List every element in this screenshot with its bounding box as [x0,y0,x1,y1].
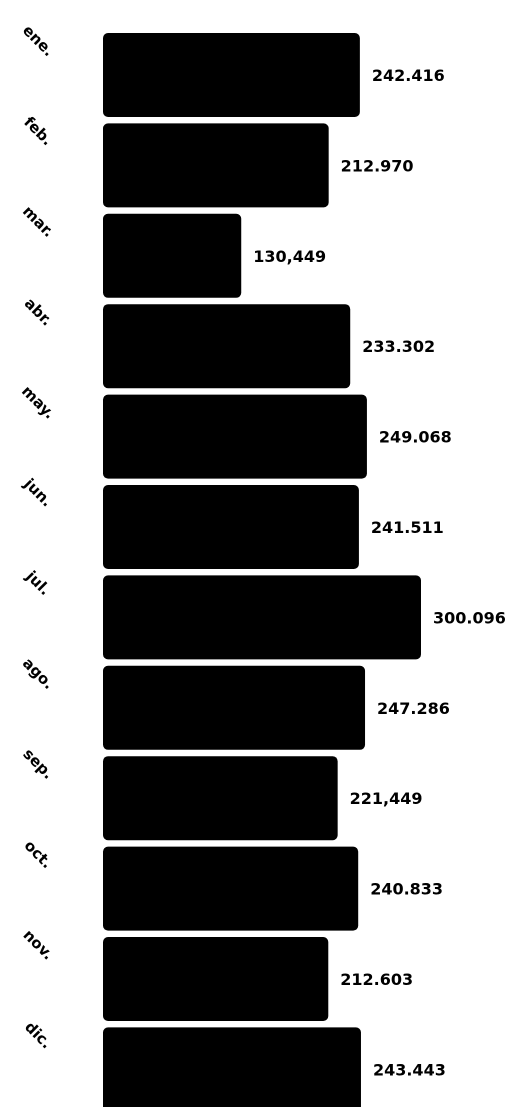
value-label-dic: 243.443 [373,1060,446,1079]
category-label-nov: nov. [20,926,58,964]
bar-mar [103,213,242,298]
category-label-mar: mar. [19,202,58,241]
category-label-sep: sep. [19,745,57,783]
value-label-oct: 240.833 [370,880,443,899]
bar-may [103,394,367,479]
bar-feb [103,123,329,208]
bar-jul [103,575,421,660]
category-label-jun: jun. [20,474,56,510]
bar-nov [103,937,329,1021]
bar-abr [103,304,351,389]
category-label-abr: abr. [21,294,56,329]
category-label-dic: dic. [21,1018,55,1052]
value-label-mar: 130,449 [253,247,326,266]
value-label-jun: 241.511 [371,518,444,537]
value-label-may: 249.068 [379,428,452,447]
bar-ago [103,665,366,750]
value-label-ago: 247.286 [377,699,450,718]
value-label-ene: 242.416 [372,66,445,85]
category-label-oct: oct. [21,837,56,872]
category-label-jul: jul. [22,567,54,599]
bar-ene [103,33,360,117]
value-label-feb: 212.970 [341,156,414,175]
value-label-nov: 212.603 [340,970,413,989]
category-label-feb: feb. [20,113,56,149]
bar-oct [103,846,359,931]
bar-dic [103,1027,361,1107]
value-label-abr: 233.302 [362,337,435,356]
value-label-sep: 221,449 [350,789,423,808]
category-label-may: may. [18,382,59,423]
category-label-ene: ene. [19,21,58,60]
value-label-jul: 300.096 [433,608,506,627]
bar-jun [103,485,359,569]
category-label-ago: ago. [19,654,58,693]
bar-sep [103,756,338,841]
